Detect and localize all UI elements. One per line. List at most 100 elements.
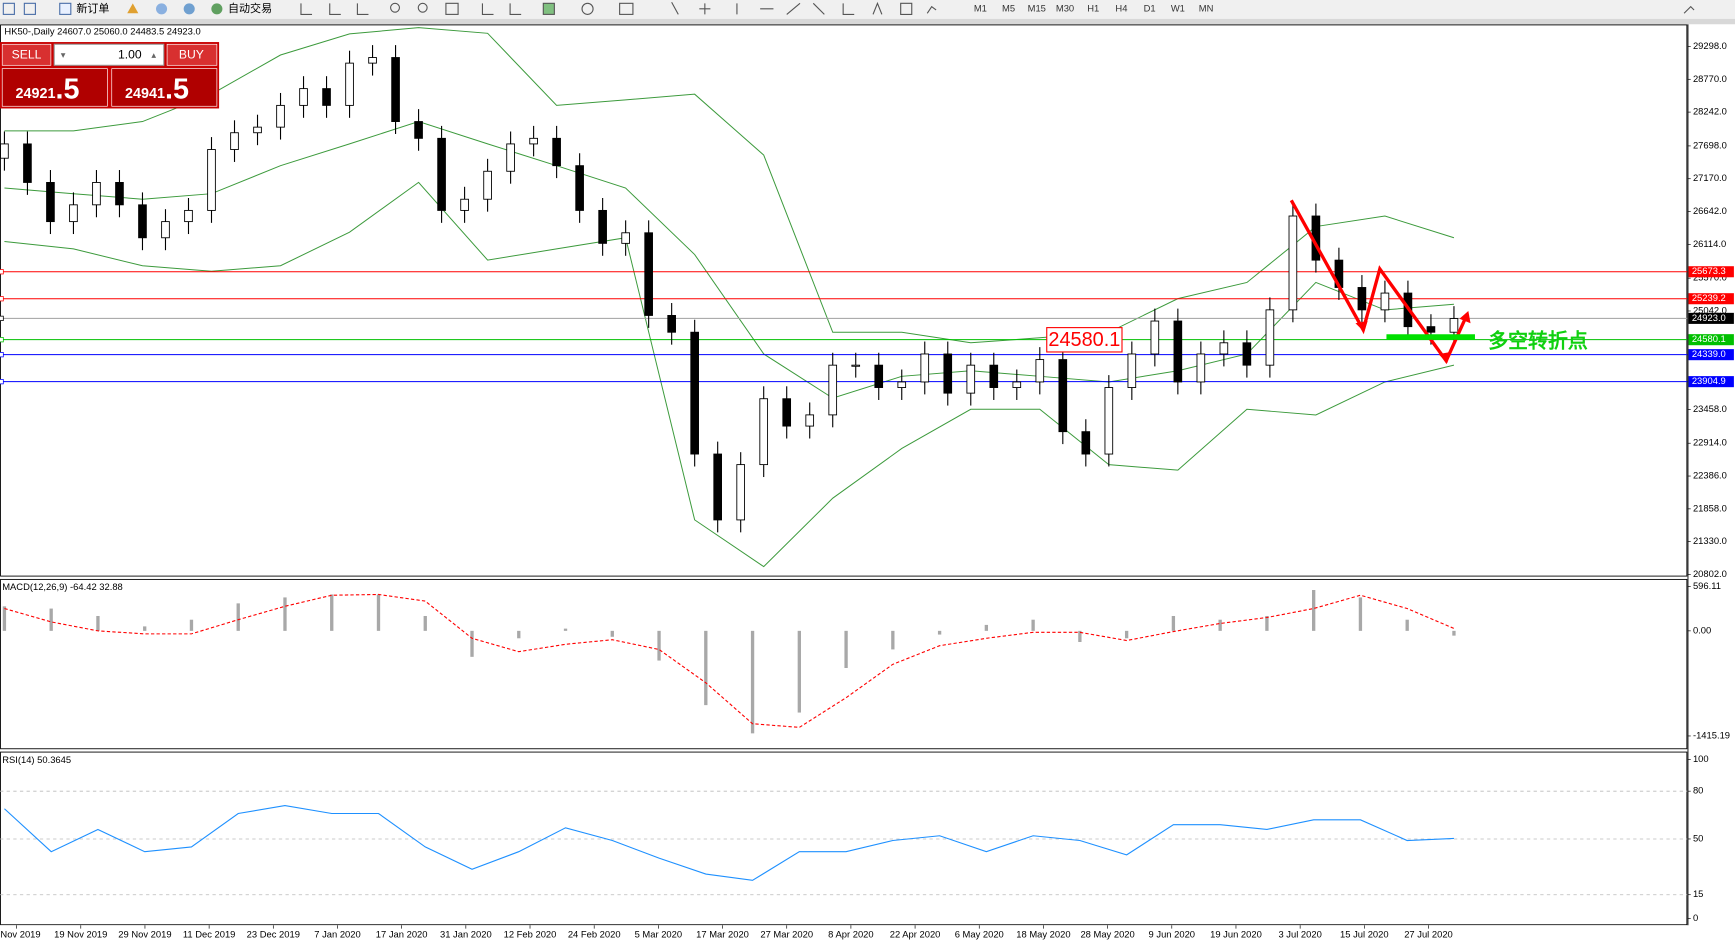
candle-body xyxy=(1058,359,1068,433)
macd-bar xyxy=(704,630,708,706)
level-tag xyxy=(1688,334,1734,346)
level-tag xyxy=(1688,312,1734,324)
icon[interactable] xyxy=(2,2,15,15)
candle-body xyxy=(920,353,930,383)
level-marker xyxy=(0,296,4,302)
timeframe-button[interactable]: M15 xyxy=(1028,2,1046,13)
candle-body xyxy=(1357,287,1367,311)
macd-bar xyxy=(797,630,801,713)
macd-bar xyxy=(937,630,942,635)
candle-body xyxy=(1196,353,1206,383)
x-tick-label: 6 May 2020 xyxy=(955,929,1004,940)
candle-body xyxy=(207,149,216,211)
new-order[interactable]: 新订单 xyxy=(76,1,109,15)
candle-body xyxy=(1265,309,1275,366)
y-tick-label: 20802.0 xyxy=(1693,568,1727,579)
buy-price-box[interactable] xyxy=(111,68,218,107)
icon[interactable] xyxy=(127,3,139,14)
macd-bar xyxy=(1171,615,1176,631)
icon[interactable] xyxy=(300,3,369,15)
candle-body xyxy=(966,364,976,394)
candle-body xyxy=(368,57,377,64)
candle-body xyxy=(989,364,999,388)
timeframe-button[interactable]: M5 xyxy=(1002,2,1015,13)
timeframe-button[interactable]: D1 xyxy=(1144,2,1156,13)
macd-bar xyxy=(1358,597,1363,631)
icon[interactable] xyxy=(445,2,459,15)
icon[interactable] xyxy=(59,2,72,15)
sell-price-box[interactable] xyxy=(1,68,108,107)
timeframe-button[interactable]: W1 xyxy=(1171,2,1185,13)
candle-body xyxy=(1380,292,1390,311)
icon[interactable] xyxy=(23,2,36,15)
macd-bar xyxy=(750,630,755,734)
icon[interactable] xyxy=(581,2,594,15)
arrow-head xyxy=(1355,320,1368,333)
candle-body xyxy=(483,170,492,200)
y-tick-label: 22386.0 xyxy=(1693,470,1727,481)
annotations: 24580.1 多空转折点 xyxy=(1046,199,1588,365)
candle-body xyxy=(1449,318,1459,333)
toolbar-bg xyxy=(0,0,1735,19)
candle-body xyxy=(1035,359,1045,383)
candle-body xyxy=(138,204,147,239)
volume[interactable]: 1.00 xyxy=(118,48,142,62)
buy-price[interactable]: 24941.5 xyxy=(125,73,189,105)
volume-input[interactable] xyxy=(53,43,165,66)
y-tick-label: 80 xyxy=(1693,785,1703,796)
tool-icons xyxy=(300,1,1695,15)
x-tick-label: 11 Dec 2019 xyxy=(183,929,236,940)
price-callout-text: 24580.1 xyxy=(1048,329,1120,351)
buy-label[interactable]: BUY xyxy=(179,48,204,62)
icon[interactable] xyxy=(542,2,555,15)
timeframe-button[interactable]: M1 xyxy=(974,2,987,13)
sell-price-pips[interactable]: .5 xyxy=(55,73,79,105)
candle-body xyxy=(598,209,607,244)
volume-up[interactable]: ▴ xyxy=(151,49,156,60)
auto-trading[interactable]: 自动交易 xyxy=(228,1,272,15)
buy-price-pips[interactable]: .5 xyxy=(165,73,189,105)
macd-bar xyxy=(563,628,568,631)
icon[interactable] xyxy=(417,2,428,13)
buy-price-main[interactable]: 24941 xyxy=(125,86,165,102)
candle-body xyxy=(1012,381,1022,388)
candle-body xyxy=(1173,320,1183,383)
sell-price-main[interactable]: 24921 xyxy=(15,86,55,102)
candle-body xyxy=(782,398,792,427)
x-tick-label: 8 Apr 2020 xyxy=(828,929,873,940)
icon[interactable] xyxy=(619,2,634,15)
timeframe-button[interactable]: H4 xyxy=(1115,2,1127,13)
candle-body xyxy=(690,331,699,455)
macd-bar xyxy=(1265,615,1269,631)
macd-bar xyxy=(1312,590,1316,631)
rsi-header: RSI(14) 50.3645 xyxy=(2,754,71,765)
icon[interactable] xyxy=(183,3,195,15)
icon[interactable] xyxy=(156,3,168,15)
timeframe-button[interactable]: M30 xyxy=(1056,2,1074,13)
x-tick-label: 5 Mar 2020 xyxy=(635,929,683,940)
level-marker xyxy=(0,315,4,321)
x-tick-label: 19 Jun 2020 xyxy=(1210,929,1262,940)
icon[interactable] xyxy=(390,2,401,13)
x-tick-label: 17 Jan 2020 xyxy=(376,929,428,940)
macd-bar xyxy=(610,630,614,637)
macd-bar xyxy=(189,619,194,631)
level-marker xyxy=(0,337,4,343)
macd-signal xyxy=(4,593,1455,728)
icon[interactable] xyxy=(1683,5,1695,14)
x-tick-label: 7 Jan 2020 xyxy=(314,929,360,940)
x-tick-label: 29 Nov 2019 xyxy=(118,929,171,940)
sell-button[interactable] xyxy=(1,43,52,66)
candle-body xyxy=(69,204,78,223)
sell-price[interactable]: 24921.5 xyxy=(15,73,79,105)
volume-down[interactable]: ▾ xyxy=(61,49,66,60)
timeframe-button[interactable]: H1 xyxy=(1087,2,1099,13)
icon[interactable] xyxy=(211,3,223,15)
candle-body xyxy=(0,143,9,159)
icon[interactable] xyxy=(481,3,522,15)
buy-button[interactable] xyxy=(166,43,218,66)
sell-label[interactable]: SELL xyxy=(12,48,42,62)
candle-body xyxy=(1219,342,1229,355)
icon[interactable] xyxy=(671,1,937,15)
timeframe-button[interactable]: MN xyxy=(1199,2,1214,13)
